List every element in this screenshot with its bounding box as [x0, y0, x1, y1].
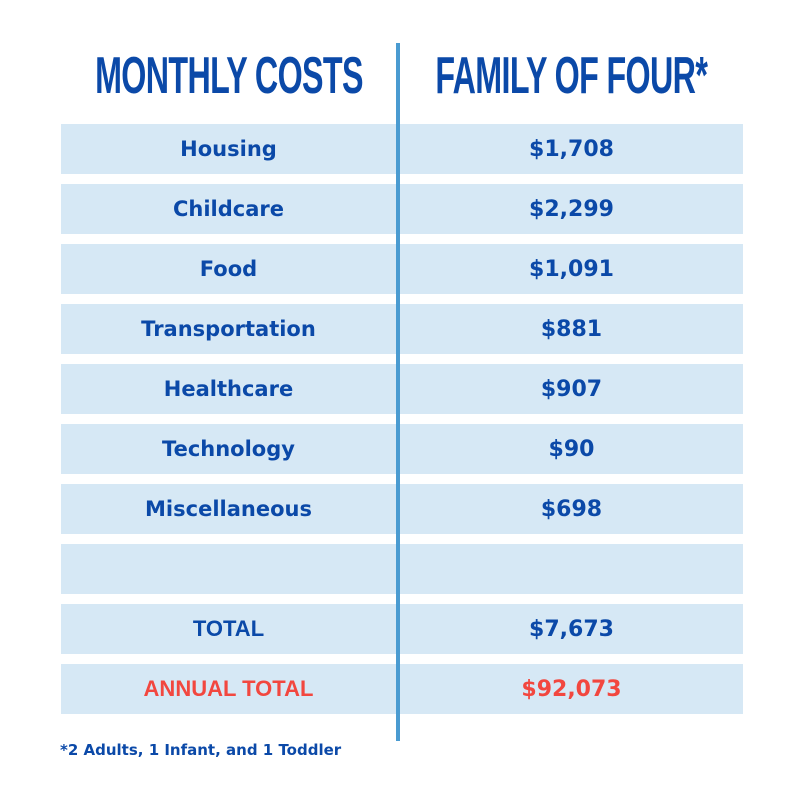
row-value: $698	[540, 496, 603, 522]
table-row-total: TOTAL $7,673	[61, 604, 743, 654]
table-row-transportation: Transportation $881	[61, 304, 743, 354]
row-label: ANNUAL TOTAL	[143, 676, 314, 701]
table-row-childcare: Childcare $2,299	[61, 184, 743, 234]
column-header-text: MONTHLY COSTS	[94, 47, 363, 105]
table-row-miscellaneous: Miscellaneous $698	[61, 484, 743, 534]
table-row-healthcare: Healthcare $907	[61, 364, 743, 414]
column-header-text: FAMILY OF FOUR*	[435, 47, 709, 105]
row-label: Childcare	[172, 197, 284, 221]
footnote: *2 Adults, 1 Infant, and 1 Toddler	[60, 741, 342, 759]
table-row-technology: Technology $90	[61, 424, 743, 474]
column-header-family-of-four: FAMILY OF FOUR*	[400, 42, 743, 110]
cost-table: Housing $1,708 Childcare $2,299 Food $1,…	[61, 124, 743, 724]
row-value: $881	[540, 316, 603, 342]
column-divider	[396, 43, 400, 741]
table-row-food: Food $1,091	[61, 244, 743, 294]
table-row-housing: Housing $1,708	[61, 124, 743, 174]
row-value	[396, 544, 743, 594]
column-header-monthly-costs: MONTHLY COSTS	[61, 42, 396, 110]
row-value: $90	[548, 436, 595, 462]
row-value: $1,708	[529, 136, 614, 162]
row-label: Miscellaneous	[145, 497, 312, 521]
row-label: Healthcare	[163, 377, 294, 401]
table-row-empty	[61, 544, 743, 594]
row-value: $92,073	[521, 676, 622, 702]
row-label: Technology	[162, 437, 295, 461]
row-value: $1,091	[529, 256, 614, 282]
row-value: $907	[540, 376, 603, 402]
row-label: Transportation	[141, 317, 316, 341]
row-value: $2,299	[529, 196, 614, 222]
row-label: Food	[199, 257, 258, 281]
row-label: TOTAL	[192, 616, 265, 641]
table-row-annual-total: ANNUAL TOTAL $92,073	[61, 664, 743, 714]
row-value: $7,673	[529, 616, 614, 642]
row-label	[61, 544, 396, 594]
row-label: Housing	[180, 137, 277, 161]
